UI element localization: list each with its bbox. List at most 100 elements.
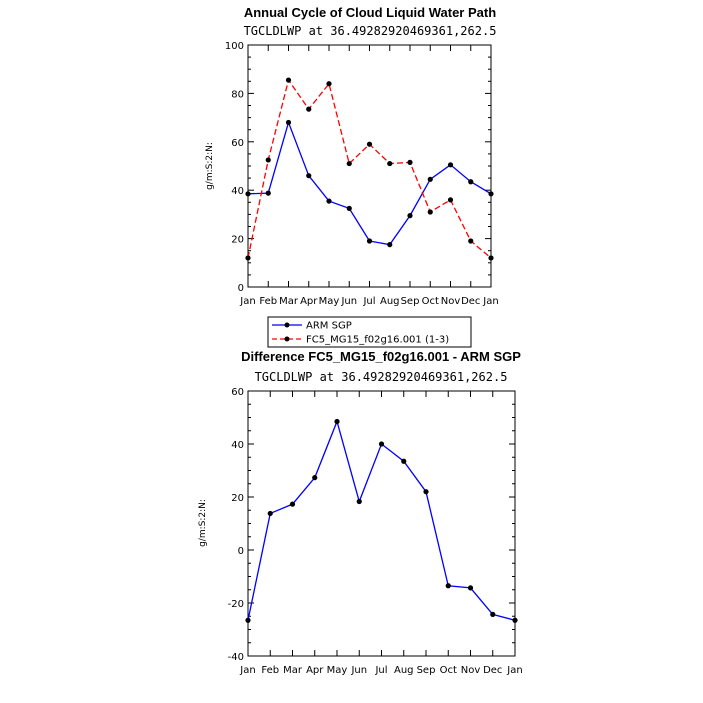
legend-label-fc5: FC5_MG15_f02g16.001 (1-3) xyxy=(306,335,449,346)
y-tick-label: -20 xyxy=(228,599,244,610)
y-tick-label: 20 xyxy=(231,493,244,504)
data-point xyxy=(245,617,251,623)
chart1-y-axis-label: g/m:S:2:N: xyxy=(205,142,215,190)
data-point xyxy=(512,617,518,623)
x-tick-label: Sep xyxy=(401,296,420,307)
x-tick-label: Dec xyxy=(483,665,502,676)
x-tick-label: Apr xyxy=(300,296,318,307)
series-line-0 xyxy=(247,419,516,621)
data-point xyxy=(401,458,407,464)
x-tick-label: Mar xyxy=(283,665,303,676)
data-point xyxy=(326,198,332,204)
data-point xyxy=(427,209,433,215)
y-tick-label: 0 xyxy=(238,546,244,557)
series-line-0 xyxy=(247,120,492,246)
x-tick-label: Aug xyxy=(394,665,414,676)
x-tick-label: Jan xyxy=(239,665,255,676)
y-tick-label: 40 xyxy=(231,440,244,451)
plot-frame xyxy=(247,390,516,657)
data-point xyxy=(346,160,352,167)
x-tick-label: Oct xyxy=(440,665,457,676)
data-point xyxy=(387,242,393,248)
data-point xyxy=(387,160,393,167)
x-tick-label: Aug xyxy=(380,296,400,307)
data-point xyxy=(445,583,451,589)
y-tick-label: -40 xyxy=(228,652,244,663)
data-point xyxy=(447,162,454,168)
x-tick-label: Dec xyxy=(461,296,480,307)
x-tick-label: Mar xyxy=(279,296,299,307)
data-point xyxy=(468,238,474,244)
data-point xyxy=(265,157,271,163)
x-tick-label: Jan xyxy=(482,296,498,307)
data-point xyxy=(490,611,496,617)
x-tick-label: Feb xyxy=(259,296,277,307)
x-tick-label: Jul xyxy=(362,296,375,307)
difference-chart: Difference FC5_MG15_f02g16.001 - ARM SGP… xyxy=(198,349,523,676)
y-tick-label: 100 xyxy=(225,41,244,52)
data-point xyxy=(334,418,340,425)
data-point xyxy=(285,77,292,83)
x-tick-label: Jul xyxy=(374,665,387,676)
data-point xyxy=(407,213,413,219)
legend-marker-fc5 xyxy=(284,336,290,342)
data-point xyxy=(378,441,385,447)
x-tick-label: Oct xyxy=(422,296,439,307)
data-point xyxy=(289,501,296,507)
x-tick-label: Nov xyxy=(441,296,461,307)
data-point xyxy=(366,141,373,147)
x-tick-label: Jan xyxy=(506,665,522,676)
chart2-subtitle: TGCLDLWP at 36.49282920469361,262.5 xyxy=(255,370,508,384)
y-tick-label: 60 xyxy=(231,387,244,398)
data-point xyxy=(285,119,292,126)
data-point xyxy=(267,510,273,517)
data-point xyxy=(245,255,251,261)
chart1-axes: 0 20 40 60 80 100 Jan Feb Mar Apr May Jun Jul Aug Sep O… xyxy=(225,41,499,307)
data-point xyxy=(447,197,454,203)
data-point xyxy=(468,179,474,185)
x-tick-label: Nov xyxy=(461,665,481,676)
x-tick-label: Jun xyxy=(340,296,357,307)
data-point xyxy=(488,255,494,261)
y-tick-label: 60 xyxy=(231,138,244,149)
y-tick-label: 80 xyxy=(231,89,244,100)
data-point xyxy=(366,238,373,244)
data-point xyxy=(423,489,429,495)
x-tick-label: Apr xyxy=(306,665,324,676)
chart2-y-axis-label: g/m:S:2:N: xyxy=(198,499,208,547)
chart1-series xyxy=(245,77,494,261)
legend-label-arm-sgp: ARM SGP xyxy=(306,321,352,332)
data-point xyxy=(427,176,433,182)
annual-cycle-chart: Annual Cycle of Cloud Liquid Water Path … xyxy=(205,5,499,307)
chart2-series xyxy=(245,418,518,623)
data-point xyxy=(488,191,494,197)
data-point xyxy=(306,173,312,179)
chart1-legend: ARM SGP FC5_MG15_f02g16.001 (1-3) xyxy=(267,316,472,348)
x-tick-label: Jun xyxy=(350,665,367,676)
chart1-title: Annual Cycle of Cloud Liquid Water Path xyxy=(244,5,496,20)
x-tick-label: Jan xyxy=(239,296,255,307)
data-point xyxy=(356,498,362,505)
chart2-title: Difference FC5_MG15_f02g16.001 - ARM SGP xyxy=(241,349,521,364)
x-tick-label: May xyxy=(327,665,348,676)
chart1-subtitle: TGCLDLWP at 36.49282920469361,262.5 xyxy=(244,24,497,38)
y-tick-label: 0 xyxy=(238,283,244,294)
plot-frame xyxy=(247,44,492,288)
data-point xyxy=(467,585,474,591)
data-point xyxy=(346,205,352,211)
data-point xyxy=(265,190,271,196)
data-point xyxy=(245,191,251,197)
x-tick-label: Feb xyxy=(261,665,279,676)
y-tick-label: 20 xyxy=(231,235,244,246)
x-tick-label: Sep xyxy=(417,665,436,676)
x-tick-label: May xyxy=(319,296,340,307)
y-tick-label: 40 xyxy=(231,186,244,197)
legend-marker-arm-sgp xyxy=(284,322,290,328)
data-point xyxy=(306,106,312,112)
chart2-axes: -40 -20 0 20 40 60 Jan Feb Mar Apr May Jun Jul Aug Sep… xyxy=(228,387,523,676)
data-point xyxy=(407,159,413,165)
data-point xyxy=(326,81,332,87)
data-point xyxy=(312,475,318,481)
legend-box xyxy=(267,316,472,348)
